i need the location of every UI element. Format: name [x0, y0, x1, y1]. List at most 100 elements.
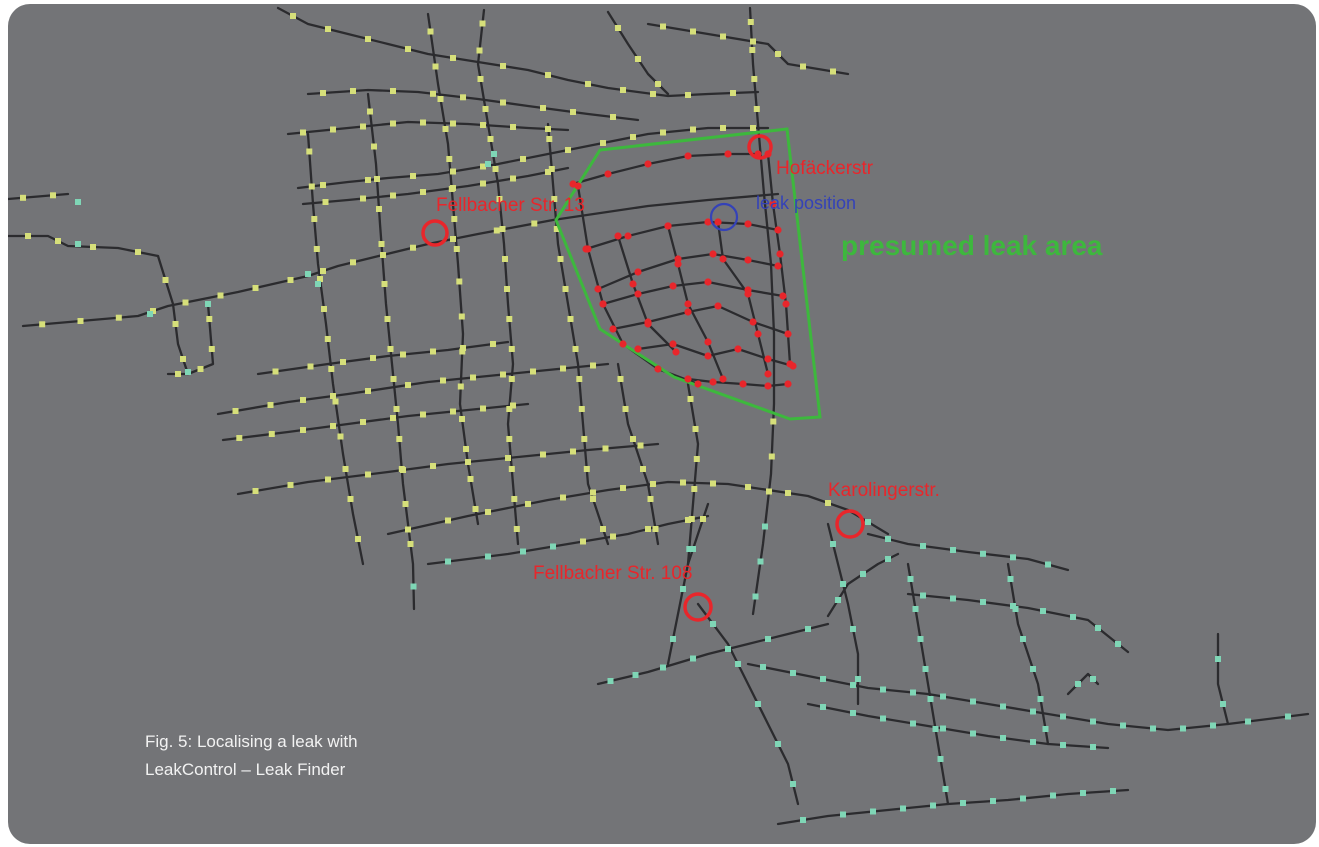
leak-area-node	[672, 348, 680, 356]
leak-area-node	[619, 340, 627, 348]
network-node-yellow	[300, 129, 306, 136]
network-node-teal	[690, 546, 696, 552]
pipe-line	[386, 480, 890, 536]
leak-area-node	[779, 292, 787, 300]
network-node-teal	[922, 666, 929, 672]
network-node-teal	[670, 636, 676, 642]
leak-area-node	[654, 365, 662, 373]
network-node-yellow	[430, 348, 436, 355]
pipe-line	[646, 22, 850, 76]
label-fellbacher-13: Fellbacher Str. 13	[436, 195, 585, 216]
network-node-yellow	[506, 436, 513, 442]
leak-area-node	[574, 182, 582, 190]
network-node-teal	[885, 556, 891, 562]
pipe-line	[21, 192, 780, 328]
pipe-line	[8, 234, 160, 258]
network-node-yellow	[531, 220, 538, 227]
network-node-teal	[680, 586, 686, 592]
network-node-yellow	[775, 51, 781, 57]
network-node-yellow	[430, 463, 436, 469]
network-node-yellow	[572, 346, 579, 352]
network-node-yellow	[390, 415, 396, 421]
network-node-teal	[1090, 718, 1096, 725]
network-node-teal	[1012, 606, 1019, 612]
network-node-teal	[550, 543, 556, 550]
network-node-teal	[937, 756, 944, 762]
network-node-yellow	[600, 140, 606, 146]
network-node-teal	[762, 523, 768, 530]
network-node-yellow	[410, 173, 416, 179]
marker-fellbacher-13	[421, 219, 449, 247]
network-node-yellow	[465, 459, 471, 465]
leak-area-node	[719, 375, 727, 383]
pipe-line	[616, 234, 678, 354]
network-node-yellow	[308, 183, 315, 190]
network-node-teal	[840, 811, 846, 818]
pipe-line	[236, 442, 660, 496]
network-node-yellow	[480, 405, 486, 412]
network-node-teal	[725, 646, 731, 652]
map-panel: Hofäckerstr Fellbacher Str. 13 leak posi…	[8, 4, 1316, 844]
network-node-teal	[1010, 554, 1016, 561]
network-node-yellow	[300, 397, 306, 403]
network-node-yellow	[652, 526, 659, 532]
network-node-yellow	[505, 455, 511, 461]
leak-area-node	[719, 255, 727, 263]
leak-area-node	[744, 220, 752, 228]
network-node-yellow	[785, 490, 791, 496]
leak-area-node	[734, 345, 742, 353]
leak-area-node	[634, 268, 642, 276]
network-node-teal	[410, 583, 417, 590]
network-node-teal	[900, 805, 906, 812]
network-node-yellow	[290, 13, 296, 19]
network-node-yellow	[506, 406, 513, 412]
network-node-yellow	[490, 341, 496, 347]
leak-area-node	[709, 378, 717, 386]
network-node-yellow	[630, 134, 636, 140]
network-node-yellow	[479, 20, 486, 27]
network-node-yellow	[493, 227, 500, 234]
marker-karolingerstr	[835, 509, 865, 539]
network-node-yellow	[420, 189, 426, 195]
network-node-yellow	[321, 306, 327, 312]
network-node-yellow	[332, 398, 339, 405]
pipe-line	[666, 224, 725, 381]
network-node-yellow	[500, 99, 506, 106]
network-node-yellow	[420, 411, 426, 418]
network-node-yellow	[162, 277, 169, 283]
leak-area-node	[749, 318, 757, 326]
pipe-line	[221, 402, 530, 442]
network-node-teal	[980, 550, 986, 557]
pipe-line	[686, 382, 700, 566]
network-node-teal	[1020, 636, 1026, 642]
network-node-teal	[835, 597, 841, 603]
network-node-yellow	[393, 406, 400, 412]
network-node-teal	[960, 800, 966, 806]
leak-area-node	[604, 170, 612, 178]
network-node-yellow	[457, 383, 464, 390]
network-node-yellow	[620, 485, 626, 491]
network-node-yellow	[540, 105, 546, 111]
leak-area-node	[674, 255, 682, 263]
pipe-line	[256, 340, 510, 376]
network-node-teal	[760, 664, 766, 670]
network-node-yellow	[500, 63, 506, 69]
network-node-yellow	[252, 488, 259, 494]
network-node-teal	[910, 689, 916, 696]
network-node-teal	[1037, 696, 1044, 702]
network-node-teal	[632, 672, 639, 678]
network-node-yellow	[405, 382, 411, 388]
network-node-yellow	[360, 123, 366, 130]
network-node-teal	[942, 786, 949, 792]
network-node-teal	[1000, 703, 1006, 710]
network-node-yellow	[451, 216, 458, 222]
network-node-teal	[147, 311, 153, 317]
network-node-yellow	[402, 501, 409, 507]
caption-line-1: Fig. 5: Localising a leak with	[145, 732, 358, 751]
network-node-teal	[820, 704, 826, 710]
pipe-line	[806, 702, 1110, 750]
network-nodes-teal	[75, 151, 1291, 823]
network-node-yellow	[499, 226, 506, 232]
pipe-line	[546, 122, 610, 546]
leak-area-node	[754, 330, 762, 338]
